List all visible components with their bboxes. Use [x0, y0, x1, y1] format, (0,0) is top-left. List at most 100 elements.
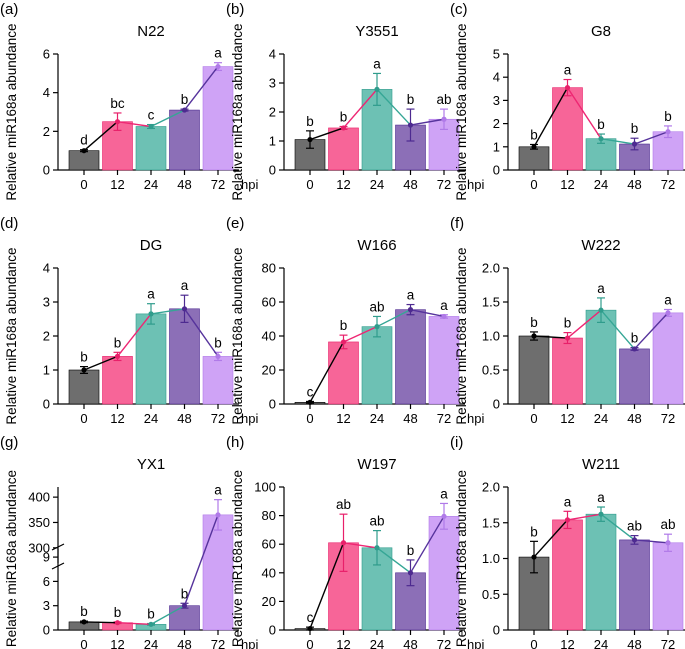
x-axis-unit-label: hpi — [241, 411, 258, 426]
trend-segment — [183, 514, 219, 606]
y-tick-label: 20 — [262, 594, 276, 609]
y-tick-label: 0 — [493, 163, 500, 178]
x-tick-label: 12 — [560, 411, 574, 426]
y-tick-label: 1.5 — [482, 295, 500, 310]
bar-12hpi — [552, 519, 583, 631]
significance-letter: ab — [336, 497, 351, 512]
y-tick-label: 100 — [254, 480, 276, 495]
chart-title: W222 — [581, 237, 620, 254]
bar-12hpi — [102, 356, 133, 405]
significance-letter: a — [214, 483, 222, 498]
y-tick-label: 3 — [493, 93, 500, 108]
y-tick-label: 0 — [493, 397, 500, 412]
x-tick-label: 24 — [144, 411, 158, 426]
data-point-12hpi — [114, 353, 121, 359]
significance-letter: a — [597, 490, 605, 505]
chart-title: W197 — [357, 456, 396, 473]
data-point-72hpi — [665, 540, 671, 546]
panel-f: (f) W222 Relative miR168a abundance 0 0.5 1.0… — [450, 215, 685, 426]
bar-72hpi — [652, 542, 684, 631]
significance-letter: c — [307, 610, 314, 625]
data-point-48hpi — [181, 107, 188, 113]
x-tick-label: 0 — [80, 637, 87, 649]
y-tick-label: 3 — [43, 295, 50, 310]
x-tick-label: 72 — [211, 177, 225, 192]
significance-letter: b — [631, 121, 639, 136]
y-tick-label: 60 — [262, 295, 276, 310]
significance-letter: a — [440, 486, 448, 501]
bar-48hpi — [169, 605, 200, 631]
y-tick-label: 3 — [43, 598, 50, 613]
y-axis-label: Relative miR168a abundance — [230, 247, 245, 424]
y-axis-label: Relative miR168a abundance — [4, 23, 19, 200]
y-tick-label: 80 — [262, 508, 276, 523]
x-tick-label: 48 — [177, 637, 191, 649]
trend-segment — [376, 547, 411, 574]
bar-0hpi — [518, 146, 550, 171]
trend-segment — [116, 313, 152, 357]
x-tick-label: 24 — [144, 637, 158, 649]
data-point-12hpi — [114, 620, 121, 626]
data-point-24hpi — [148, 123, 154, 130]
significance-letter: ab — [436, 92, 451, 107]
data-point-24hpi — [598, 307, 604, 313]
y-tick-label: 0 — [269, 623, 276, 638]
trend-segment — [117, 622, 152, 626]
chart-title: YX1 — [137, 456, 165, 473]
significance-letter: b — [530, 524, 538, 539]
x-tick-label: 0 — [306, 411, 313, 426]
axis-break-mark — [51, 543, 65, 551]
trend-segment — [342, 88, 378, 129]
significance-letter: b — [664, 109, 672, 124]
significance-letter: c — [307, 384, 314, 399]
trend-segment — [634, 539, 669, 544]
trend-segment — [376, 88, 412, 126]
y-tick-label: 0 — [493, 623, 500, 638]
data-point-48hpi — [631, 537, 638, 543]
significance-letter: b — [407, 92, 415, 107]
y-tick-label: 80 — [262, 261, 276, 276]
y-tick-label: 300 — [28, 540, 50, 555]
significance-letter: a — [564, 63, 572, 78]
x-tick-label: 12 — [336, 637, 350, 649]
x-tick-label: 12 — [110, 411, 124, 426]
y-tick-label: 6 — [43, 574, 50, 589]
significance-letter: a — [407, 288, 415, 303]
chart-title: DG — [140, 237, 163, 254]
y-tick-label: 1.0 — [482, 329, 500, 344]
y-tick-label: 2.0 — [482, 261, 500, 276]
data-point-0hpi — [81, 619, 87, 625]
data-point-72hpi — [441, 313, 447, 320]
bar-48hpi — [395, 309, 426, 405]
y-axis-label: Relative miR168a abundance — [230, 23, 245, 200]
bar-24hpi — [585, 309, 617, 405]
significance-letter: b — [597, 117, 605, 132]
chart-title: G8 — [591, 23, 611, 40]
y-tick-label: 40 — [262, 565, 276, 580]
y-axis-label: Relative miR168a abundance — [230, 470, 245, 647]
significance-letter: a — [440, 298, 448, 313]
significance-letter: b — [114, 335, 122, 350]
data-point-48hpi — [181, 306, 188, 312]
bar-24hpi — [135, 126, 167, 171]
x-tick-label: 0 — [530, 637, 537, 649]
data-point-48hpi — [407, 307, 414, 313]
data-point-72hpi — [665, 310, 671, 316]
data-point-48hpi — [631, 346, 638, 352]
bar-24hpi — [585, 513, 617, 631]
significance-letter: d — [80, 133, 88, 148]
significance-letter: ab — [627, 519, 642, 534]
y-tick-label: 4 — [43, 261, 50, 276]
significance-letter: b — [80, 604, 88, 619]
trend-segment — [567, 309, 602, 339]
y-tick-label: 0.5 — [482, 363, 500, 378]
data-point-0hpi — [81, 148, 87, 154]
y-tick-label: 1 — [493, 139, 500, 154]
x-axis-unit-label: hpi — [467, 411, 484, 426]
data-point-24hpi — [374, 324, 380, 330]
y-tick-label: 3 — [269, 76, 276, 91]
